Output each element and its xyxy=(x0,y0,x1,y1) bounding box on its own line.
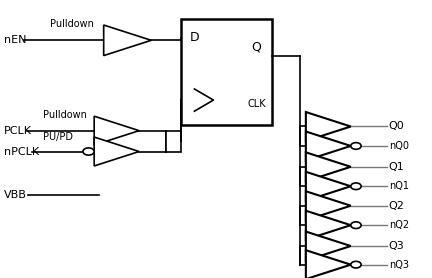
Polygon shape xyxy=(306,211,351,240)
Text: D: D xyxy=(190,31,200,44)
Circle shape xyxy=(351,261,361,268)
Text: nQ0: nQ0 xyxy=(389,141,409,151)
Text: nEN: nEN xyxy=(4,35,27,45)
Polygon shape xyxy=(94,137,139,166)
Circle shape xyxy=(351,183,361,190)
Text: nPCLK: nPCLK xyxy=(4,147,39,157)
Bar xyxy=(166,131,181,152)
Text: VBB: VBB xyxy=(4,190,27,200)
Polygon shape xyxy=(306,172,351,201)
Polygon shape xyxy=(306,131,351,160)
Text: nQ2: nQ2 xyxy=(389,220,409,230)
Polygon shape xyxy=(104,25,151,56)
Polygon shape xyxy=(306,152,351,181)
Text: Q0: Q0 xyxy=(389,121,404,131)
Polygon shape xyxy=(94,116,139,145)
Text: PCLK: PCLK xyxy=(4,126,32,136)
Text: nQ3: nQ3 xyxy=(389,260,409,270)
Polygon shape xyxy=(306,112,351,141)
Text: Q1: Q1 xyxy=(389,162,404,172)
Polygon shape xyxy=(306,191,351,220)
Bar xyxy=(181,19,272,125)
Text: CLK: CLK xyxy=(247,99,266,109)
Polygon shape xyxy=(306,250,351,278)
Text: Q2: Q2 xyxy=(389,201,405,211)
Text: Pulldown: Pulldown xyxy=(43,110,87,120)
Text: Q3: Q3 xyxy=(389,241,404,251)
Text: nQ1: nQ1 xyxy=(389,181,409,191)
Polygon shape xyxy=(306,232,351,260)
Text: PU/PD: PU/PD xyxy=(43,132,73,142)
Circle shape xyxy=(351,222,361,229)
Text: Pulldown: Pulldown xyxy=(50,19,94,29)
Text: Q: Q xyxy=(251,41,261,54)
Circle shape xyxy=(83,148,94,155)
Circle shape xyxy=(351,143,361,149)
